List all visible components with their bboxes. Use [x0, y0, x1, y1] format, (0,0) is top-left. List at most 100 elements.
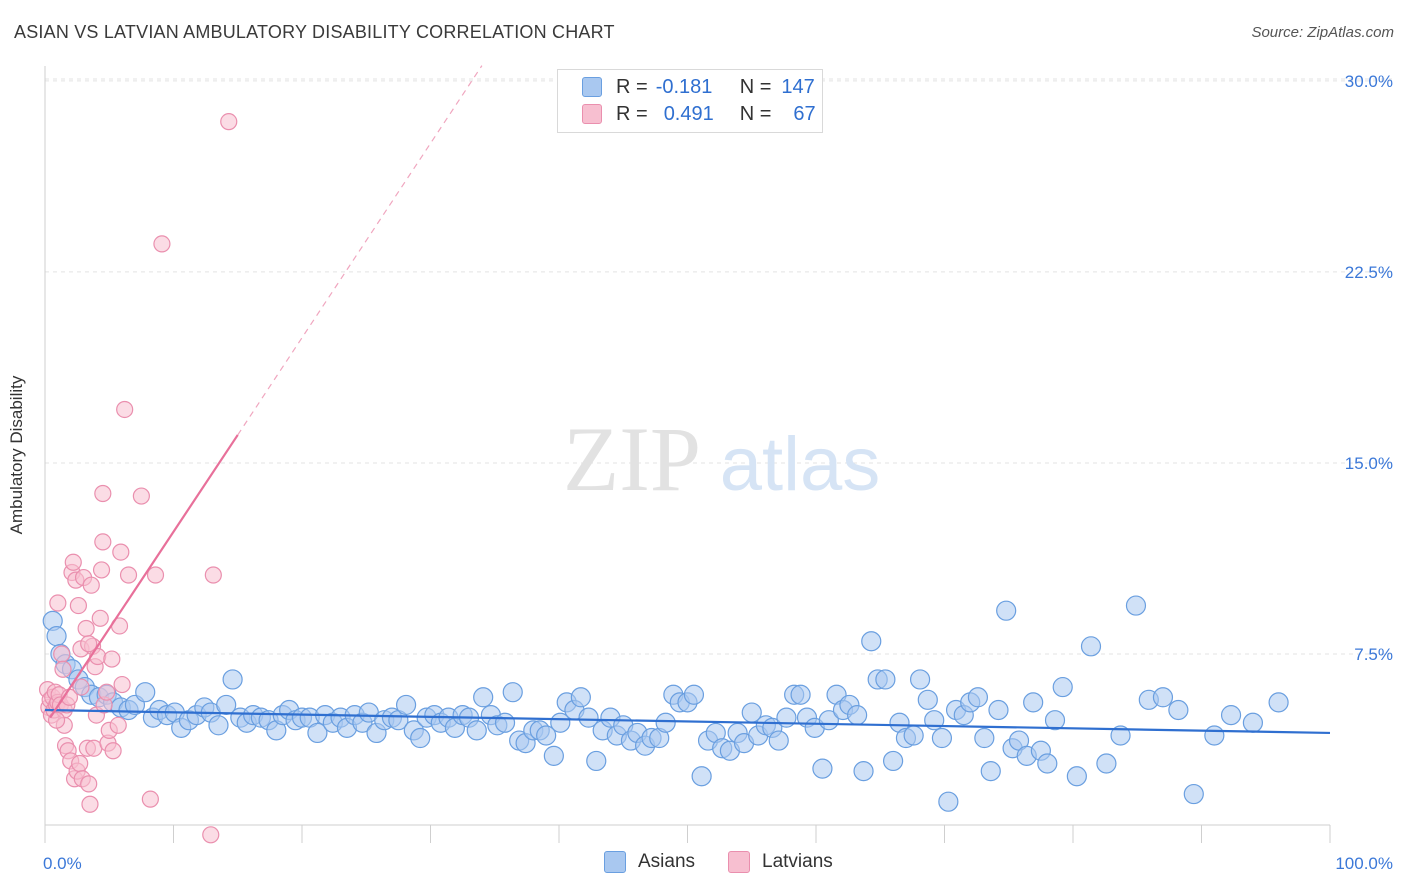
correlation-legend: R = -0.181 N = 147 R = 0.491 N = 67 [557, 69, 823, 133]
chart-title: ASIAN VS LATVIAN AMBULATORY DISABILITY C… [14, 22, 615, 42]
asian-point [1023, 692, 1044, 713]
asian-point [494, 712, 516, 733]
asian-point [909, 669, 931, 690]
latvian-point [202, 826, 220, 844]
legend-swatch-asians [604, 851, 626, 873]
y-tick-label: 7.5% [1354, 645, 1393, 664]
legend-n-value: 147 [781, 75, 815, 98]
asian-point [1066, 766, 1087, 787]
asian-point [1168, 699, 1189, 721]
series-latvians [38, 113, 238, 844]
asian-point [938, 791, 959, 812]
asian-point [691, 766, 712, 787]
legend-r-value: 0.491 [663, 102, 714, 125]
asian-point [1044, 710, 1066, 731]
latvian-point [47, 711, 66, 729]
trend-lines [44, 65, 1331, 735]
series-asians [42, 595, 1289, 812]
asian-point [307, 722, 328, 744]
latvian-point [71, 754, 89, 773]
legend-label-asians: Asians [638, 851, 696, 872]
asian-point [967, 687, 989, 708]
latvian-point [54, 660, 72, 678]
asian-point [216, 694, 237, 716]
asian-point [996, 600, 1017, 621]
asian-point [1110, 725, 1131, 746]
legend-swatch-latvians [582, 104, 602, 124]
latvian-point [49, 594, 67, 612]
asian-point [683, 684, 705, 705]
latvian-point [112, 543, 130, 561]
asian-point [1220, 705, 1242, 726]
asian-point [853, 761, 874, 782]
asian-point [135, 682, 156, 703]
asian-point [1052, 676, 1073, 698]
watermark-zip: ZIP [563, 408, 701, 510]
y-tick-label: 22.5% [1345, 263, 1393, 282]
latvian-point [109, 716, 127, 734]
asian-point [466, 720, 487, 741]
asian-point [1204, 725, 1225, 746]
asian-point [543, 745, 564, 766]
x-tick-label-min: 0.0% [43, 854, 82, 873]
asian-point [882, 750, 904, 772]
latvian-point [119, 566, 138, 584]
asian-point [1125, 595, 1147, 616]
series-legend: Asians Latvians [0, 851, 1406, 877]
latvian-point [132, 487, 150, 505]
x-tick-label-max: 100.0% [1335, 854, 1393, 873]
legend-r-label: R = [616, 102, 648, 125]
latvian-point [141, 790, 159, 808]
latvian-point [82, 576, 100, 594]
y-tick-label: 15.0% [1345, 454, 1393, 473]
asian-point [917, 689, 938, 710]
asian-point [1037, 753, 1058, 774]
latvian-point [64, 553, 82, 571]
watermark: ZIP atlas [563, 408, 880, 510]
asian-point [1242, 712, 1264, 733]
asian-point [208, 715, 229, 736]
asian-point [395, 694, 417, 716]
legend-swatch-latvians [728, 851, 750, 873]
latvian-point [220, 113, 238, 131]
legend-r-label: R = [616, 75, 648, 98]
asian-point [768, 730, 789, 751]
watermark-atlas: atlas [720, 422, 881, 507]
asian-point [586, 750, 607, 772]
legend-swatch-asians [582, 77, 602, 97]
latvian-point [72, 678, 90, 696]
y-tick-label: 30.0% [1345, 72, 1393, 91]
trend-extension-latvians [237, 65, 483, 436]
legend-row-latvians: R = 0.491 N = 67 [582, 102, 816, 126]
legend-item-latvians[interactable]: Latvians [728, 851, 833, 873]
trend-line-asians [44, 708, 1331, 735]
asian-point [903, 725, 924, 746]
asian-point [988, 699, 1009, 721]
asian-point [847, 705, 868, 726]
asian-point [931, 727, 953, 749]
asian-point [790, 684, 811, 705]
asian-point [1096, 753, 1117, 774]
y-axis-label: Ambulatory Disability [7, 375, 26, 535]
legend-n-label: N = [739, 102, 772, 125]
asian-point [222, 669, 243, 690]
latvian-point [103, 650, 121, 668]
latvian-point [80, 775, 98, 793]
legend-n-label: N = [739, 75, 772, 98]
latvian-point [116, 400, 134, 419]
asian-point [655, 712, 676, 733]
legend-item-asians[interactable]: Asians [604, 851, 695, 873]
latvian-point [94, 533, 112, 551]
tick-labels: 7.5% 15.0% 22.5% 30.0% 0.0% 100.0% [43, 72, 1393, 873]
latvian-point [204, 566, 222, 584]
asian-point [536, 725, 557, 746]
asian-point [570, 687, 591, 708]
asian-point [980, 761, 1001, 782]
asian-point [1152, 687, 1174, 708]
latvian-point [92, 561, 111, 579]
asian-point [410, 727, 431, 749]
latvian-point [146, 566, 165, 584]
source-label: Source: ZipAtlas.com [1251, 24, 1394, 41]
latvian-point [80, 635, 98, 653]
